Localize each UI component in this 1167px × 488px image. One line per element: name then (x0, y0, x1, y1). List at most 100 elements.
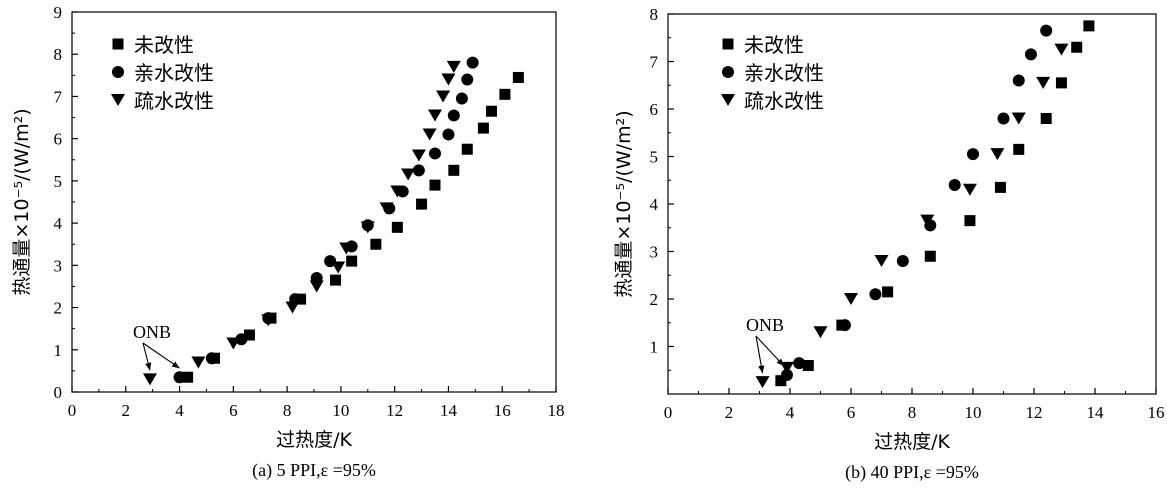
data-point-circle (447, 109, 460, 122)
data-point-triangle-down (261, 314, 276, 327)
legend-label: 疏水改性 (744, 89, 824, 113)
data-point-triangle-down (428, 109, 442, 122)
data-point-triangle-down (401, 168, 416, 181)
y-tick-label: 9 (54, 3, 63, 22)
data-point-triangle-down (874, 255, 889, 267)
x-tick-label: 4 (175, 401, 184, 420)
data-point-circle (412, 164, 425, 177)
onb-arrow-head (758, 365, 765, 374)
data-point-circle (205, 352, 218, 365)
panel-caption: (b) 40 PPI,ε =95% (845, 462, 979, 483)
panel-caption: (a) 5 PPI,ε =95% (252, 460, 376, 481)
x-tick-label: 6 (847, 403, 856, 422)
data-point-square (370, 238, 382, 250)
y-tick-label: 2 (54, 299, 63, 318)
chart-panel-b: 0 2 4 6 8 10 12 14 1612345678过热度/K热通量×10⁻⁵/(W/m²… (613, 5, 1165, 483)
y-tick-label: 5 (54, 172, 63, 191)
legend-label: 未改性 (744, 33, 804, 57)
data-point-triangle-down (990, 148, 1005, 161)
data-point-circle (429, 147, 441, 160)
data-point-square (499, 88, 511, 100)
onb-annotation-label: ONB (133, 322, 171, 342)
data-point-circle (1024, 48, 1037, 61)
legend-marker-square (112, 38, 124, 50)
data-point-circle (173, 371, 186, 384)
y-tick-label: 1 (650, 338, 659, 357)
data-point-square (1040, 113, 1052, 124)
data-point-triangle-down (813, 326, 828, 339)
data-point-square (512, 71, 524, 83)
x-tick-label: 14 (1087, 403, 1105, 422)
y-tick-label: 7 (650, 53, 659, 72)
data-point-square (330, 274, 342, 286)
data-point-circle (1012, 74, 1025, 87)
data-point-square (485, 105, 497, 117)
data-point-square (924, 250, 936, 262)
data-point-circle (1040, 24, 1053, 37)
data-point-triangle-down (920, 214, 935, 227)
data-point-square (994, 181, 1006, 193)
data-point-circle (869, 288, 882, 301)
x-tick-label: 0 (68, 401, 77, 420)
data-point-square (243, 329, 255, 341)
legend-label: 亲水改性 (744, 61, 824, 85)
data-point-circle (967, 148, 979, 161)
data-point-triangle-down (1054, 43, 1069, 56)
x-tick-label: 6 (229, 401, 238, 420)
onb-arrow-head (776, 358, 784, 366)
data-point-triangle-down (441, 73, 456, 86)
x-tick-label: 2 (725, 403, 734, 422)
y-tick-label: 4 (54, 214, 63, 233)
y-tick-label: 4 (650, 195, 659, 214)
plot-frame (667, 13, 1157, 395)
y-tick-label: 8 (650, 5, 659, 24)
data-point-triangle-down (446, 60, 461, 73)
y-tick-label: 0 (54, 383, 63, 402)
data-point-triangle-down (422, 128, 437, 141)
x-tick-label: 16 (494, 401, 511, 420)
data-point-triangle-down (191, 356, 206, 369)
legend-label: 未改性 (134, 33, 194, 57)
data-point-circle (997, 112, 1010, 125)
data-point-circle (455, 92, 468, 105)
data-point-circle (235, 333, 248, 346)
data-point-square (477, 122, 489, 134)
data-point-circle (948, 179, 961, 191)
data-point-circle (466, 56, 479, 69)
data-point-square (461, 143, 473, 155)
data-point-triangle-down (339, 242, 354, 255)
data-point-square (391, 221, 403, 233)
y-tick-label: 1 (54, 341, 63, 360)
x-tick-label: 4 (786, 403, 795, 422)
data-point-square (182, 371, 194, 383)
data-point-triangle-down (142, 373, 157, 386)
data-point-square (802, 360, 814, 371)
y-tick-label: 6 (650, 100, 659, 119)
y-tick-label: 7 (54, 87, 63, 106)
x-tick-label: 8 (908, 403, 917, 422)
onb-arrow-line (142, 342, 180, 369)
y-axis-label: 热通量×10⁻⁵/(W/m²) (11, 108, 33, 295)
y-tick-label: 3 (650, 243, 659, 262)
data-point-triangle-down (390, 185, 405, 198)
y-tick-label: 8 (54, 45, 63, 64)
data-point-triangle-down (309, 280, 324, 293)
y-tick-label: 5 (650, 148, 659, 167)
data-point-square (775, 375, 787, 387)
data-point-square (346, 255, 358, 267)
data-point-circle (442, 128, 455, 141)
data-point-triangle-down (962, 183, 977, 196)
x-axis-label: 过热度/K (276, 429, 352, 451)
data-point-circle (838, 319, 851, 332)
data-point-triangle-down (1036, 76, 1051, 89)
x-tick-label: 10 (965, 403, 982, 422)
x-tick-label: 2 (122, 401, 131, 420)
legend-label: 疏水改性 (134, 89, 214, 113)
data-point-circle (793, 357, 806, 370)
data-point-square (1055, 77, 1067, 89)
x-tick-label: 14 (440, 401, 458, 420)
y-tick-label: 6 (54, 130, 63, 149)
y-tick-label: 3 (54, 256, 63, 275)
data-point-triangle-down (436, 90, 451, 103)
x-tick-label: 8 (283, 401, 292, 420)
